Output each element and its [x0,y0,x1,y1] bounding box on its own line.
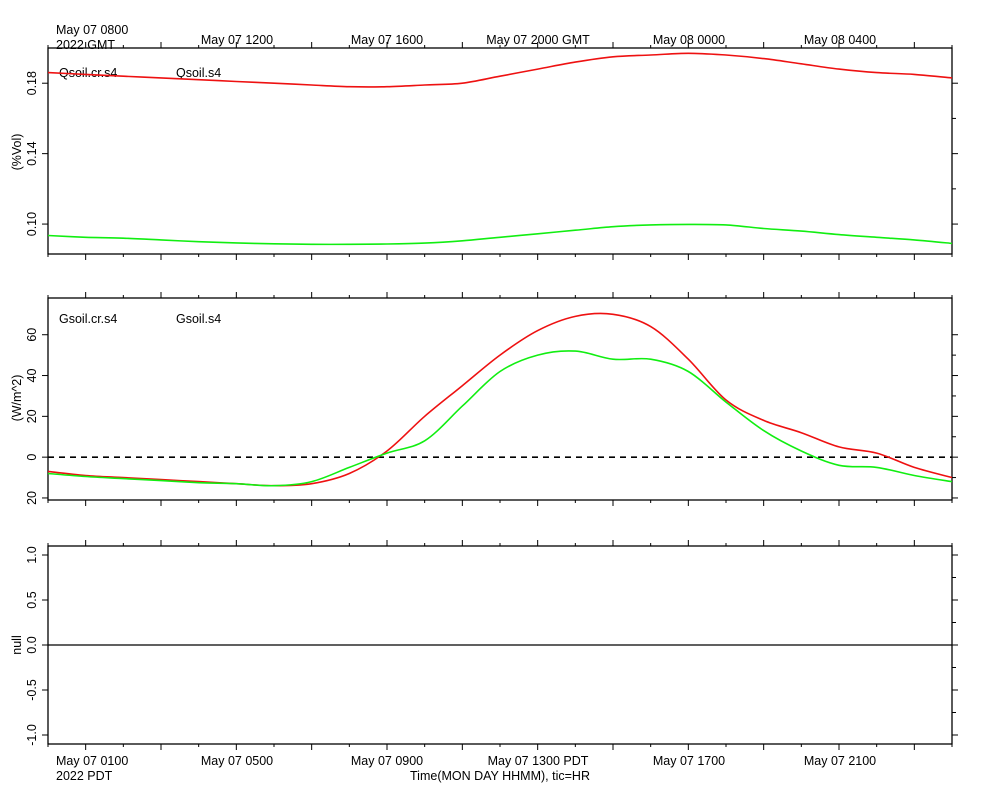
x-axis-label: Time(MON DAY HHMM), tic=HR [410,769,590,783]
bottom-time-axis-labels: May 07 0100 2022 PDT May 07 0500 May 07 … [56,754,876,783]
bottom-time-label-2: May 07 0900 [351,754,423,768]
top-time-label-5: May 08 0400 [804,33,876,47]
y-tick-label-1-0: 20 [25,491,39,505]
y-axis-label-0: (%Vol) [10,134,24,171]
panel-soil-moisture: Qsoil.cr.s4 Qsoil.s4 (%Vol) 0.10 0.14 0.18 [10,42,958,260]
y-axis-label-1: (W/m^2) [10,375,24,422]
legend-label-1-1: Gsoil.s4 [176,312,221,326]
y-axis-label-2: null [10,635,24,654]
top-time-label-3: May 07 2000 GMT [486,33,590,47]
y-tick-label-1-1: 0 [25,454,39,461]
series-line-1-0 [47,312,953,487]
bottom-time-label-5: May 07 2100 [804,754,876,768]
top-time-label-0: May 07 0800 [56,23,128,37]
panel-frame-1 [47,297,953,501]
series-line-0-1 [47,223,953,246]
y-tick-label-1-3: 40 [25,369,39,383]
bottom-time-label-1: May 07 0500 [201,754,273,768]
top-time-label-2: May 07 1600 [351,33,423,47]
legend-label-0-1: Qsoil.s4 [176,66,221,80]
y-tick-label-2-3: 0.5 [25,591,39,608]
bottom-time-label-4: May 07 1700 [653,754,725,768]
y-tick-label-0-0: 0.10 [25,212,39,236]
y-tick-label-2-1: -0.5 [25,679,39,701]
y-tick-label-1-4: 60 [25,328,39,342]
series-line-1-1 [47,350,953,487]
top-time-label-4: May 08 0000 [653,33,725,47]
series-line-0-0 [47,52,953,88]
y-tick-label-0-1: 0.14 [25,141,39,165]
bottom-year-label: 2022 PDT [56,769,113,783]
bottom-time-label-0: May 07 0100 [56,754,128,768]
y-tick-label-2-4: 1.0 [25,546,39,563]
top-time-axis-labels: May 07 0800 2022 GMT May 07 1200 May 07 … [56,23,876,52]
y-tick-label-2-2: 0.0 [25,636,39,653]
panel-soil-heat-flux: Gsoil.cr.s4 Gsoil.s4 (W/m^2) 20 0 20 40 60 [10,292,958,506]
y-tick-label-2-0: -1.0 [25,724,39,746]
legend-label-1-0: Gsoil.cr.s4 [59,312,117,326]
y-tick-label-1-2: 20 [25,409,39,423]
top-time-label-1: May 07 1200 [201,33,273,47]
y-tick-label-0-2: 0.18 [25,71,39,95]
legend-label-0-0: Qsoil.cr.s4 [59,66,117,80]
panel-null: null -1.0 -0.5 0.0 0.5 1.0 [10,540,958,750]
bottom-time-label-3: May 07 1300 PDT [488,754,589,768]
